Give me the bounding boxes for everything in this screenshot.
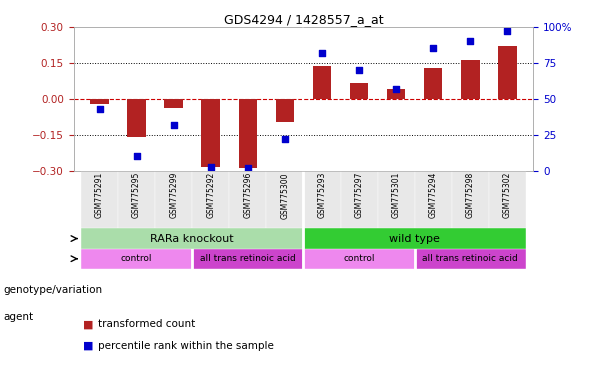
Text: wild type: wild type (389, 233, 440, 243)
FancyBboxPatch shape (340, 171, 378, 228)
FancyBboxPatch shape (414, 171, 452, 228)
Text: control: control (343, 254, 375, 263)
Bar (202, 99, 220, 167)
FancyBboxPatch shape (229, 171, 267, 228)
Point (354, 67, 364, 73)
Bar (238, 99, 257, 169)
FancyBboxPatch shape (303, 249, 414, 269)
FancyBboxPatch shape (414, 249, 526, 269)
FancyBboxPatch shape (452, 171, 489, 228)
Text: GSM775294: GSM775294 (428, 172, 438, 218)
Text: percentile rank within the sample: percentile rank within the sample (98, 341, 274, 351)
Text: ■: ■ (83, 341, 93, 351)
FancyBboxPatch shape (267, 171, 303, 228)
Bar (461, 60, 479, 99)
Point (391, 86, 401, 92)
Point (132, 154, 142, 160)
Text: all trans retinoic acid: all trans retinoic acid (200, 254, 295, 263)
Text: GSM775296: GSM775296 (243, 172, 253, 218)
Point (428, 45, 438, 51)
Text: agent: agent (3, 312, 33, 322)
Bar (424, 68, 443, 99)
Bar (128, 99, 146, 137)
Text: GSM775291: GSM775291 (95, 172, 104, 218)
Point (280, 136, 290, 142)
Text: GSM775299: GSM775299 (169, 172, 178, 218)
Bar (387, 89, 405, 99)
Title: GDS4294 / 1428557_a_at: GDS4294 / 1428557_a_at (224, 13, 383, 26)
Text: GSM775292: GSM775292 (206, 172, 215, 218)
Text: ■: ■ (83, 319, 93, 329)
Bar (90, 99, 109, 104)
Text: GSM775293: GSM775293 (318, 172, 327, 218)
FancyBboxPatch shape (81, 249, 192, 269)
FancyBboxPatch shape (378, 171, 414, 228)
Text: all trans retinoic acid: all trans retinoic acid (422, 254, 518, 263)
Text: transformed count: transformed count (98, 319, 196, 329)
Point (465, 38, 475, 44)
Point (243, 165, 253, 171)
FancyBboxPatch shape (81, 171, 118, 228)
Bar (164, 99, 183, 109)
Text: GSM775295: GSM775295 (132, 172, 141, 218)
FancyBboxPatch shape (118, 171, 155, 228)
Point (317, 50, 327, 56)
Point (94, 106, 104, 112)
Bar (350, 83, 368, 99)
Text: GSM775302: GSM775302 (503, 172, 512, 218)
FancyBboxPatch shape (489, 171, 526, 228)
Point (206, 164, 216, 170)
Bar (498, 46, 517, 99)
FancyBboxPatch shape (81, 228, 303, 249)
Text: GSM775297: GSM775297 (354, 172, 364, 218)
Point (169, 122, 178, 128)
Text: GSM775301: GSM775301 (392, 172, 401, 218)
FancyBboxPatch shape (155, 171, 192, 228)
Bar (313, 66, 331, 99)
Text: RARa knockout: RARa knockout (150, 233, 234, 243)
FancyBboxPatch shape (192, 249, 303, 269)
Text: GSM775300: GSM775300 (280, 172, 289, 218)
Text: genotype/variation: genotype/variation (3, 285, 102, 295)
FancyBboxPatch shape (303, 228, 526, 249)
Text: GSM775298: GSM775298 (466, 172, 475, 218)
FancyBboxPatch shape (303, 171, 340, 228)
Bar (276, 99, 294, 122)
Point (503, 28, 512, 34)
Text: control: control (121, 254, 153, 263)
FancyBboxPatch shape (192, 171, 229, 228)
